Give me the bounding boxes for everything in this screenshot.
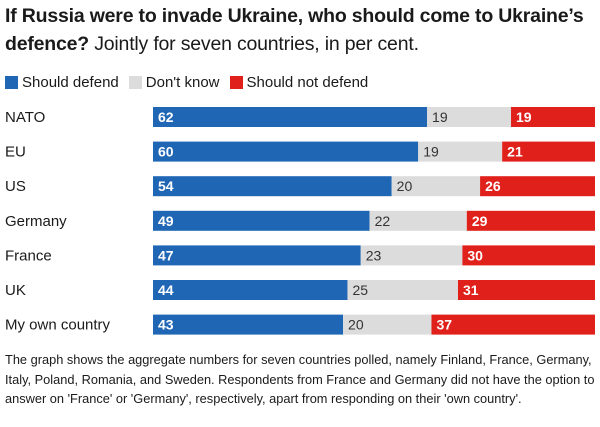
data-label-dont-know: 19 — [423, 144, 439, 160]
data-label-defend: 44 — [158, 282, 174, 298]
bar-segment-dont-know — [418, 141, 503, 162]
data-label-not-defend: 29 — [472, 213, 488, 229]
category-label: NATO — [5, 109, 45, 126]
data-label-defend: 47 — [158, 247, 174, 263]
bar-segment-defend — [153, 107, 428, 127]
data-label-dont-know: 22 — [375, 213, 391, 229]
category-label: Germany — [5, 213, 67, 230]
legend-swatch-dont-know — [128, 75, 142, 89]
bar-segment-not-defend — [511, 107, 595, 127]
data-label-not-defend: 26 — [485, 178, 501, 194]
legend-label-not-defend: Should not defend — [246, 73, 369, 91]
category-label: EU — [5, 144, 26, 161]
bar-segment-dont-know — [391, 176, 481, 197]
data-label-dont-know: 23 — [366, 247, 382, 263]
data-label-not-defend: 37 — [436, 317, 452, 333]
data-label-not-defend: 19 — [516, 109, 532, 125]
chart-title-bold: If Russia were to invade Ukraine, who sh… — [5, 5, 584, 55]
legend-label-defend: Should defend — [22, 73, 119, 91]
bar-segment-defend — [153, 280, 348, 300]
category-label: US — [5, 178, 26, 195]
legend-item-not-defend: Should not defend — [229, 73, 369, 91]
data-label-defend: 60 — [158, 144, 174, 160]
bar-segment-dont-know — [427, 107, 512, 127]
bar-segment-not-defend — [457, 280, 595, 300]
data-label-not-defend: 31 — [463, 282, 479, 298]
bar-segment-not-defend — [480, 176, 595, 197]
chart-subtitle: Jointly for seven countries, in per cent… — [94, 33, 419, 55]
category-label: UK — [5, 282, 26, 299]
stacked-bar-chart: NATO 62 19 19 EU 60 19 21 US 54 20 26 Germany 49 22 29 F… — [5, 107, 595, 335]
data-label-dont-know: 20 — [397, 178, 413, 194]
legend: Should defend Don't know Should not defe… — [5, 72, 378, 92]
chart-title: If Russia were to invade Ukraine, who sh… — [5, 2, 597, 58]
legend-swatch-not-defend — [229, 75, 243, 89]
bar-segment-dont-know — [369, 210, 467, 231]
category-label: France — [5, 247, 52, 264]
data-label-not-defend: 21 — [507, 144, 523, 160]
data-label-not-defend: 30 — [467, 247, 483, 263]
bar-segment-not-defend — [462, 245, 595, 266]
category-label: My own country — [5, 317, 111, 334]
bar-segment-defend — [153, 245, 361, 266]
data-label-dont-know: 20 — [348, 317, 364, 333]
bar-segment-not-defend — [466, 210, 595, 231]
footnote: The graph shows the aggregate numbers fo… — [5, 352, 595, 406]
bar-segment-dont-know — [347, 280, 458, 300]
data-label-defend: 62 — [158, 109, 174, 125]
data-label-defend: 54 — [158, 178, 174, 194]
bar-segment-defend — [153, 210, 370, 231]
legend-item-dont-know: Don't know — [128, 73, 220, 91]
data-label-dont-know: 25 — [352, 282, 368, 298]
bar-segment-not-defend — [431, 314, 595, 335]
legend-swatch-defend — [5, 75, 18, 89]
legend-item-defend: Should defend — [5, 74, 119, 91]
data-label-dont-know: 19 — [432, 109, 448, 125]
data-label-defend: 49 — [158, 213, 174, 229]
bar-segment-defend — [153, 314, 344, 335]
bar-segment-not-defend — [502, 141, 595, 162]
data-label-defend: 43 — [158, 317, 174, 333]
bar-segment-dont-know — [343, 314, 432, 335]
legend-label-dont-know: Don't know — [145, 73, 220, 91]
bar-segment-defend — [153, 176, 392, 197]
bar-segment-dont-know — [360, 245, 463, 266]
bar-segment-defend — [153, 141, 419, 162]
